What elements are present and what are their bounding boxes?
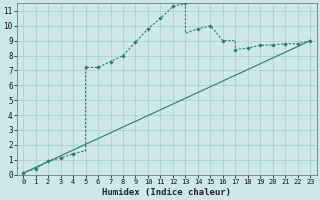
X-axis label: Humidex (Indice chaleur): Humidex (Indice chaleur) xyxy=(102,188,231,197)
